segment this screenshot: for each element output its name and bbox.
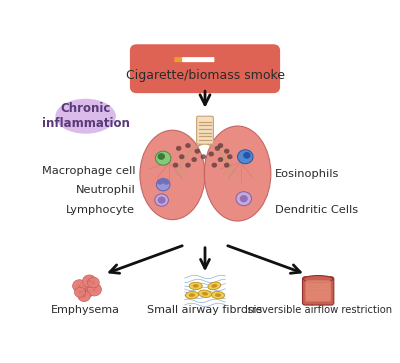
Text: Cigarette/biomass smoke: Cigarette/biomass smoke	[126, 69, 284, 82]
Ellipse shape	[204, 126, 271, 221]
Circle shape	[173, 163, 178, 168]
Text: Small airway fibrosis: Small airway fibrosis	[147, 305, 263, 315]
Text: Dendritic Cells: Dendritic Cells	[275, 205, 358, 215]
Circle shape	[176, 146, 182, 151]
FancyBboxPatch shape	[306, 289, 331, 293]
Circle shape	[160, 178, 166, 183]
Circle shape	[201, 154, 206, 159]
Text: Eosinophils: Eosinophils	[275, 168, 339, 179]
Text: Lymphocyte: Lymphocyte	[66, 205, 135, 215]
Circle shape	[158, 196, 166, 204]
Circle shape	[215, 146, 220, 151]
Circle shape	[82, 275, 96, 287]
Text: Chronic
inflammation: Chronic inflammation	[42, 102, 130, 130]
Text: Irreversible airflow restriction: Irreversible airflow restriction	[244, 305, 392, 315]
Ellipse shape	[189, 293, 195, 297]
Circle shape	[155, 194, 168, 206]
FancyBboxPatch shape	[306, 297, 331, 302]
Ellipse shape	[304, 276, 333, 282]
Ellipse shape	[202, 292, 208, 295]
Circle shape	[236, 192, 252, 206]
FancyBboxPatch shape	[131, 45, 279, 93]
Circle shape	[78, 284, 94, 298]
Circle shape	[194, 149, 200, 154]
FancyBboxPatch shape	[306, 285, 331, 289]
Circle shape	[88, 277, 99, 288]
Circle shape	[158, 153, 165, 160]
FancyBboxPatch shape	[174, 57, 183, 62]
FancyBboxPatch shape	[182, 57, 214, 62]
FancyBboxPatch shape	[302, 277, 334, 305]
Circle shape	[179, 154, 184, 159]
Circle shape	[87, 283, 102, 296]
Ellipse shape	[215, 293, 221, 297]
Circle shape	[212, 163, 217, 168]
Circle shape	[73, 280, 86, 292]
Circle shape	[78, 290, 90, 302]
Circle shape	[238, 150, 253, 164]
FancyBboxPatch shape	[306, 280, 331, 285]
Circle shape	[74, 287, 86, 297]
FancyBboxPatch shape	[306, 293, 331, 297]
Ellipse shape	[208, 282, 221, 290]
Circle shape	[224, 149, 230, 154]
Circle shape	[240, 195, 248, 202]
Circle shape	[185, 163, 191, 168]
Circle shape	[157, 179, 163, 185]
Ellipse shape	[193, 284, 199, 288]
Circle shape	[208, 151, 214, 156]
Ellipse shape	[189, 282, 202, 290]
Circle shape	[155, 151, 171, 165]
Text: Emphysema: Emphysema	[51, 305, 120, 315]
Circle shape	[185, 143, 191, 148]
Text: Neutrophil: Neutrophil	[76, 185, 135, 195]
Circle shape	[224, 163, 230, 168]
Circle shape	[191, 157, 197, 162]
Circle shape	[243, 152, 250, 159]
Circle shape	[163, 179, 169, 185]
FancyBboxPatch shape	[197, 116, 213, 144]
Ellipse shape	[140, 130, 205, 220]
Circle shape	[227, 154, 232, 159]
Ellipse shape	[198, 290, 212, 297]
Text: Macrophage cell: Macrophage cell	[42, 166, 135, 176]
Circle shape	[218, 143, 223, 148]
Ellipse shape	[56, 99, 116, 134]
Ellipse shape	[186, 291, 198, 299]
Ellipse shape	[212, 291, 224, 299]
Circle shape	[218, 157, 223, 162]
Ellipse shape	[211, 284, 217, 288]
Circle shape	[156, 179, 170, 191]
